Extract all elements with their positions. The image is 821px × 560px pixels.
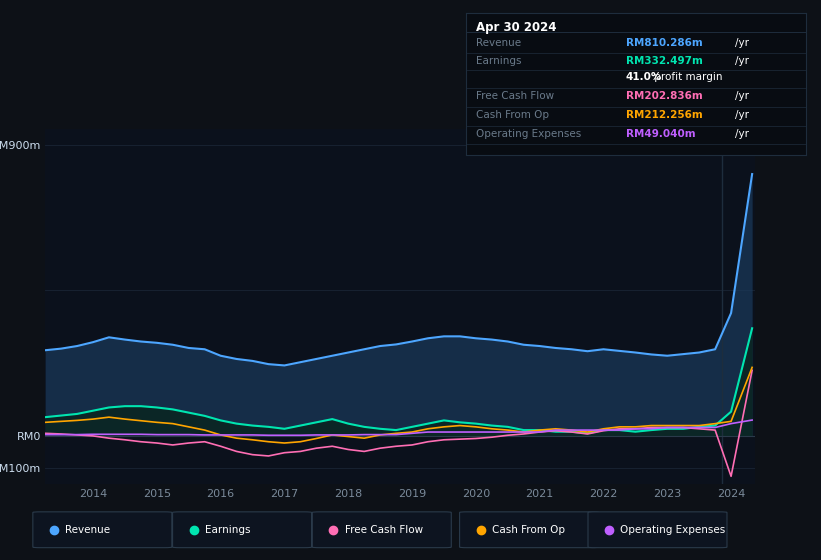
Text: /yr: /yr (735, 110, 749, 120)
Text: RM810.286m: RM810.286m (626, 39, 703, 49)
Text: RM202.836m: RM202.836m (626, 91, 703, 101)
Text: Earnings: Earnings (205, 525, 250, 535)
Text: /yr: /yr (735, 91, 749, 101)
Text: RM332.497m: RM332.497m (626, 55, 703, 66)
Text: RM212.256m: RM212.256m (626, 110, 703, 120)
Text: profit margin: profit margin (651, 72, 722, 82)
FancyBboxPatch shape (460, 512, 599, 548)
Text: 41.0%: 41.0% (626, 72, 662, 82)
FancyBboxPatch shape (588, 512, 727, 548)
Text: Earnings: Earnings (475, 55, 521, 66)
FancyBboxPatch shape (33, 512, 172, 548)
FancyBboxPatch shape (312, 512, 452, 548)
Text: Operating Expenses: Operating Expenses (621, 525, 726, 535)
Text: Free Cash Flow: Free Cash Flow (345, 525, 423, 535)
Text: Revenue: Revenue (66, 525, 111, 535)
Text: /yr: /yr (735, 129, 749, 139)
Text: Cash From Op: Cash From Op (492, 525, 565, 535)
FancyBboxPatch shape (172, 512, 311, 548)
Text: /yr: /yr (735, 55, 749, 66)
Text: RM49.040m: RM49.040m (626, 129, 695, 139)
Text: Apr 30 2024: Apr 30 2024 (475, 21, 557, 34)
Text: Free Cash Flow: Free Cash Flow (475, 91, 554, 101)
Text: /yr: /yr (735, 39, 749, 49)
Text: Cash From Op: Cash From Op (475, 110, 548, 120)
Text: Operating Expenses: Operating Expenses (475, 129, 581, 139)
Text: Revenue: Revenue (475, 39, 521, 49)
